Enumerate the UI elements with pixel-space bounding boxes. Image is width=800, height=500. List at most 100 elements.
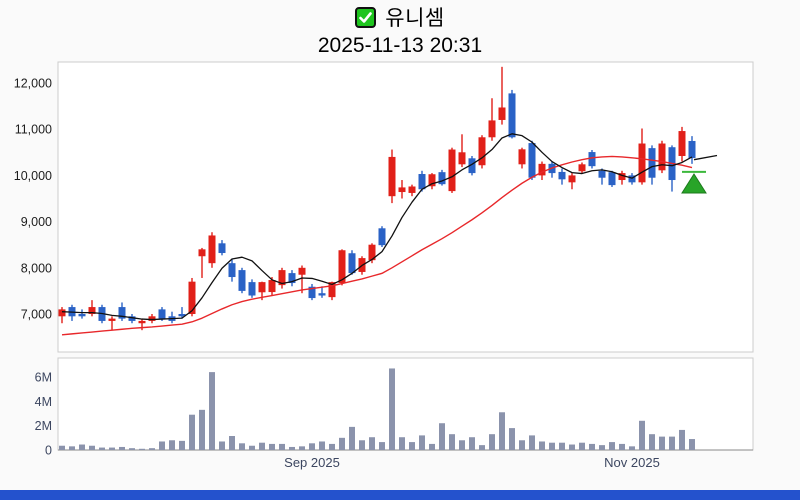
candle-body: [508, 93, 516, 138]
candle-body: [488, 120, 496, 138]
candle-body: [428, 174, 436, 187]
candle-body: [598, 170, 606, 178]
price-panel: [57, 61, 754, 353]
volume-bar: [459, 440, 465, 450]
volume-bar: [129, 448, 135, 450]
candle-body: [208, 235, 216, 264]
candle-body: [238, 270, 246, 291]
candle-body: [378, 228, 386, 246]
volume-bar: [69, 446, 75, 450]
candle-body: [478, 137, 486, 166]
volume-bar: [169, 440, 175, 450]
volume-bar: [369, 437, 375, 450]
candle-body: [438, 172, 446, 185]
candle-body: [538, 163, 546, 176]
volume-bar: [119, 446, 125, 450]
candle-body: [528, 143, 536, 178]
x-axis-label: Nov 2025: [604, 455, 660, 470]
last-price-line: [693, 154, 718, 161]
volume-bar: [579, 442, 585, 450]
candle-body: [638, 143, 646, 183]
candle-body: [648, 148, 656, 178]
candle-body: [148, 316, 156, 321]
volume-bar: [319, 441, 325, 450]
candle-body: [318, 293, 326, 296]
volume-bar: [269, 443, 275, 450]
candle-body: [688, 140, 696, 159]
volume-bar: [559, 442, 565, 450]
volume-bar: [489, 434, 495, 450]
volume-bar: [99, 447, 105, 450]
volume-tick-label: 4M: [35, 395, 52, 409]
volume-bars-group: [59, 368, 695, 450]
volume-bar: [359, 440, 365, 450]
candle-body: [588, 152, 596, 167]
volume-bar: [199, 409, 205, 450]
volume-bar: [109, 447, 115, 450]
candle-body: [128, 316, 136, 321]
volume-bar: [149, 448, 155, 450]
candle-body: [518, 149, 526, 165]
candle-body: [618, 173, 626, 181]
buy-signal-triangle-icon: [681, 173, 707, 194]
candle-body: [228, 263, 236, 278]
volume-bar: [219, 441, 225, 450]
candle-body: [388, 156, 396, 197]
volume-bar: [189, 414, 195, 450]
candle-body: [398, 187, 406, 193]
candle-body: [158, 309, 166, 319]
candle-body: [658, 143, 666, 171]
candle-body: [248, 282, 256, 296]
volume-bar: [509, 428, 515, 450]
candle-body: [308, 286, 316, 299]
volume-bar: [529, 435, 535, 450]
volume-bar: [609, 442, 615, 450]
candle-body: [368, 244, 376, 261]
chart-timestamp: 2025-11-13 20:31: [317, 34, 483, 57]
candle-body: [328, 282, 336, 298]
candle-body: [218, 243, 226, 254]
candle-body: [678, 131, 686, 156]
volume-bar: [519, 440, 525, 450]
candle-body: [408, 186, 416, 193]
volume-tick-label: 2M: [35, 419, 52, 433]
volume-bar: [409, 442, 415, 450]
candle-body: [568, 175, 576, 183]
price-tick-label: 8,000: [21, 261, 52, 275]
volume-bar: [159, 441, 165, 450]
volume-bar: [439, 423, 445, 450]
ma-fast-line: [61, 133, 693, 321]
volume-bar: [629, 446, 635, 450]
volume-bar: [229, 436, 235, 450]
volume-bar: [479, 445, 485, 450]
volume-bar: [209, 372, 215, 450]
volume-bar: [309, 443, 315, 450]
candle-body: [58, 309, 66, 317]
volume-bar: [549, 442, 555, 450]
candle-body: [278, 270, 286, 286]
volume-bar: [289, 446, 295, 450]
volume-bar: [649, 434, 655, 450]
volume-bar: [239, 443, 245, 450]
volume-panel: [57, 357, 754, 451]
candle-body: [198, 249, 206, 257]
volume-bar: [689, 439, 695, 450]
volume-bar: [539, 441, 545, 450]
stock-title: 유니셈: [385, 7, 445, 30]
volume-bar: [249, 445, 255, 450]
candle-body: [178, 314, 186, 317]
candle-body: [78, 314, 86, 317]
volume-bar: [499, 412, 505, 450]
price-tick-label: 12,000: [14, 77, 52, 91]
candle-body: [498, 107, 506, 120]
candle-body: [458, 152, 466, 165]
candle-body: [338, 250, 346, 284]
candle-body: [448, 149, 456, 192]
price-tick-label: 11,000: [15, 123, 52, 137]
volume-bar: [569, 444, 575, 450]
candle-body: [258, 282, 266, 293]
price-tick-label: 9,000: [21, 215, 52, 229]
volume-bar: [259, 442, 265, 450]
candle-body: [558, 171, 566, 180]
